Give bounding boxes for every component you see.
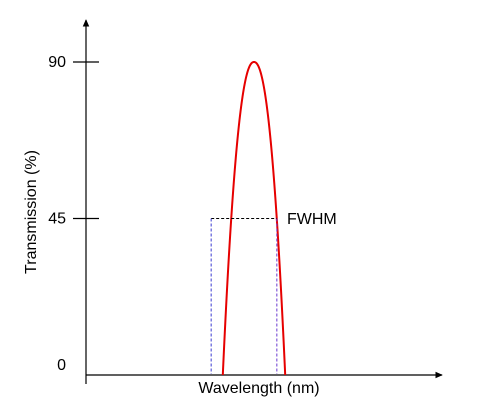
fwhm-label: FWHM xyxy=(287,211,337,228)
x-axis-label: Wavelength (nm) xyxy=(198,380,319,397)
y-axis-label: Transmission (%) xyxy=(23,150,40,274)
y-tick-label: 0 xyxy=(57,357,66,374)
y-tick-label: 90 xyxy=(48,54,66,71)
transmission-curve xyxy=(221,60,287,376)
series-layer xyxy=(221,60,287,376)
y-ticks: 0 45 90 xyxy=(48,54,99,374)
fwhm-guides xyxy=(210,218,278,374)
y-tick-label: 45 xyxy=(48,211,66,228)
